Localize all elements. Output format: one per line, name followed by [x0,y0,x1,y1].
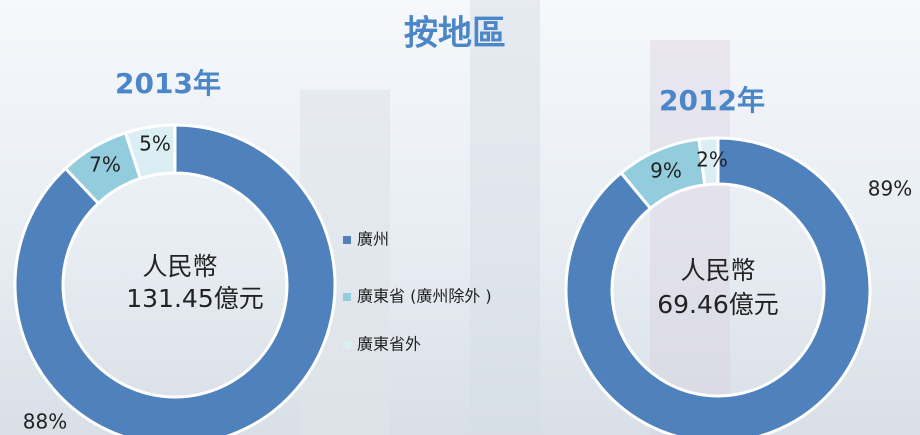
data-label: 2% [696,148,728,172]
legend-label: 廣州 [357,230,389,249]
center-text: 69.46億元 [657,290,779,319]
donut-slice [123,123,177,181]
chart-title: 2012年 [659,84,765,117]
legend-label: 廣東省 (廣州除外 ) [357,287,492,306]
data-label: 9% [650,159,682,183]
page-title: 按地區 [404,14,506,54]
building [470,0,540,435]
building [650,40,730,435]
data-label: 89% [868,177,912,201]
legend-swatch [343,341,351,349]
data-label: 7% [89,153,121,177]
data-label: 88% [23,410,67,434]
center-text: 人民幣 [142,252,217,281]
donut-slice [697,136,720,187]
center-text: 131.45億元 [126,284,263,313]
chart-title: 2013年 [115,67,221,100]
center-text: 人民幣 [680,256,755,285]
legend-label: 廣東省外 [357,335,421,354]
donut-slice [564,136,872,435]
legend-swatch [343,236,351,244]
data-label: 5% [139,132,171,156]
legend-swatch [343,293,351,301]
donut-slice [13,123,337,435]
